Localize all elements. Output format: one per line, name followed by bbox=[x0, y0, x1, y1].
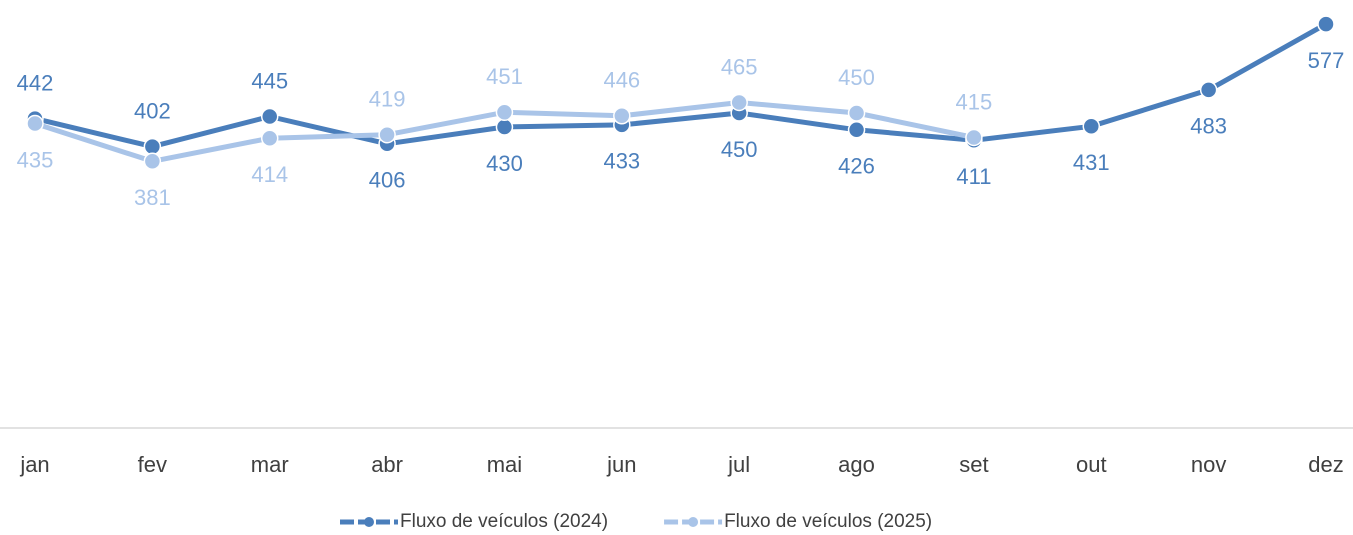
data-label: 442 bbox=[17, 70, 54, 95]
data-label: 483 bbox=[1190, 114, 1227, 139]
data-label: 435 bbox=[17, 147, 54, 172]
legend-label: Fluxo de veículos (2025) bbox=[724, 511, 932, 532]
x-tick-label: mai bbox=[487, 452, 522, 477]
data-label: 465 bbox=[721, 54, 758, 79]
data-label: 430 bbox=[486, 151, 523, 176]
data-label: 411 bbox=[956, 164, 991, 189]
point bbox=[1199, 81, 1218, 99]
point bbox=[847, 104, 866, 122]
x-tick-label: nov bbox=[1191, 452, 1226, 477]
data-label: 446 bbox=[603, 68, 640, 93]
x-tick-label: set bbox=[959, 452, 988, 477]
data-label: 406 bbox=[369, 168, 406, 193]
data-label: 450 bbox=[838, 65, 875, 90]
data-label: 431 bbox=[1073, 150, 1110, 175]
point bbox=[1317, 15, 1335, 33]
point bbox=[260, 107, 279, 126]
x-tick-label: jun bbox=[606, 452, 636, 477]
point bbox=[143, 152, 162, 171]
data-label: 414 bbox=[251, 162, 288, 187]
data-label: 451 bbox=[486, 64, 523, 89]
x-tick-label: abr bbox=[371, 452, 403, 477]
point bbox=[965, 128, 983, 147]
data-label: 419 bbox=[369, 87, 406, 112]
x-tick-label: jan bbox=[19, 452, 49, 477]
point bbox=[378, 125, 396, 144]
point bbox=[613, 107, 631, 125]
x-tick-label: fev bbox=[138, 452, 167, 477]
point bbox=[143, 137, 162, 156]
legend-item: Fluxo de veículos (2025) bbox=[664, 511, 932, 532]
x-tick-label: ago bbox=[838, 452, 875, 477]
data-label: 577 bbox=[1308, 48, 1345, 73]
data-label: 402 bbox=[134, 98, 171, 123]
series-line bbox=[34, 21, 1328, 150]
point bbox=[847, 121, 866, 139]
data-label: 445 bbox=[251, 68, 288, 93]
data-label: 450 bbox=[721, 137, 758, 162]
data-label: 433 bbox=[603, 149, 640, 174]
legend-item: Fluxo de veículos (2024) bbox=[340, 511, 608, 532]
x-tick-label: dez bbox=[1308, 452, 1343, 477]
x-tick-label: out bbox=[1076, 452, 1107, 477]
data-label: 426 bbox=[838, 154, 875, 179]
legend-marker bbox=[688, 517, 699, 527]
point bbox=[1082, 117, 1101, 136]
data-label: 381 bbox=[134, 185, 171, 210]
point bbox=[495, 103, 514, 122]
data-label: 415 bbox=[956, 89, 993, 114]
point bbox=[495, 118, 514, 136]
point bbox=[730, 93, 748, 112]
point bbox=[260, 129, 279, 147]
legend-label: Fluxo de veículos (2024) bbox=[400, 511, 608, 532]
x-tick-label: mar bbox=[251, 452, 289, 477]
legend-marker bbox=[364, 517, 374, 527]
x-tick-label: jul bbox=[727, 452, 750, 477]
point bbox=[26, 114, 44, 133]
